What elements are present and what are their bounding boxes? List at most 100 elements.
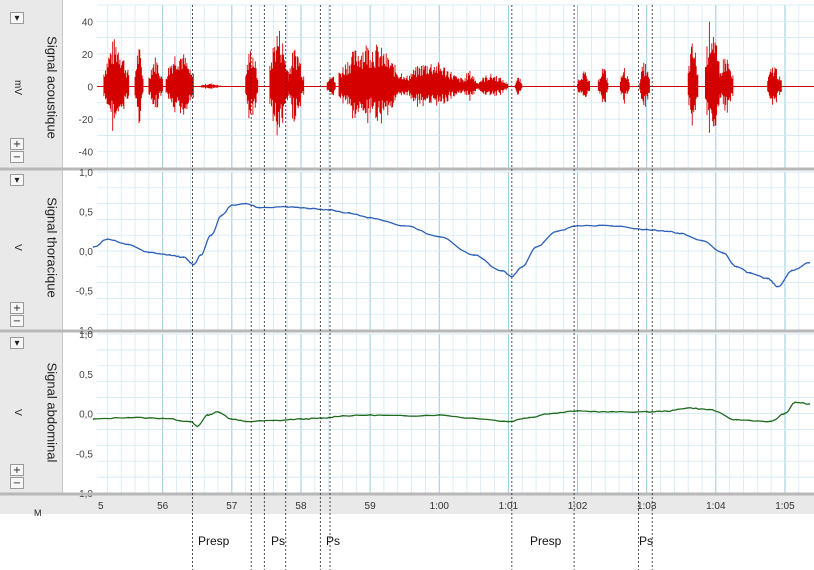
x-tick-label: 59: [365, 501, 377, 512]
acoustic-burst: [200, 83, 222, 89]
abdominal-point: [687, 407, 689, 409]
x-tick-label: 1:00: [430, 501, 450, 512]
abdominal-point: [320, 417, 323, 420]
thoracic-point: [182, 256, 185, 259]
zoom-in-button-acoustic[interactable]: +: [10, 138, 24, 150]
thoracic-point: [127, 243, 129, 246]
acoustic-burst: [767, 67, 782, 105]
thoracic-point: [777, 285, 779, 288]
abdominal-point: [438, 414, 441, 416]
thoracic-point: [106, 238, 109, 240]
acoustic-burst: [165, 54, 194, 115]
acoustic-burst: [269, 31, 289, 136]
abdominal-point: [528, 416, 530, 419]
thoracic-point: [645, 228, 648, 231]
zoom-in-button-thoracic[interactable]: +: [10, 302, 24, 314]
acoustic-burst: [245, 51, 259, 119]
zoom-out-button-acoustic[interactable]: −: [10, 151, 24, 163]
abdominal-point: [735, 419, 738, 421]
x-tick-label: 5: [98, 501, 104, 512]
thoracic-point: [721, 251, 724, 254]
abdominal-point: [473, 417, 475, 420]
abdominal-point: [549, 412, 551, 415]
y-tick-label: 0,0: [79, 247, 93, 258]
abdominal-point: [196, 425, 199, 428]
thoracic-point: [701, 239, 703, 242]
x-tick-label: 1:04: [706, 501, 726, 512]
abdominal-point: [507, 420, 510, 423]
abdominal-point: [784, 412, 786, 415]
acoustic-burst: [597, 68, 609, 103]
thoracic-point: [576, 224, 579, 227]
thoracic-point: [680, 232, 683, 235]
y-tick-label: -40: [79, 148, 94, 159]
abdominal-point: [666, 410, 669, 412]
acoustic-burst: [619, 68, 630, 104]
acoustic-burst: [514, 77, 523, 95]
x-tick-label: 1:05: [775, 501, 795, 512]
x-tick-label: 1:02: [568, 501, 588, 512]
panel-side-abdominal: [0, 332, 63, 494]
thoracic-point: [220, 214, 223, 217]
x-tick-label: 1:01: [499, 501, 519, 512]
acoustic-burst: [476, 73, 509, 96]
event-label-presp-1: Presp: [198, 534, 230, 548]
thoracic-point: [555, 230, 558, 233]
acoustic-burst: [134, 49, 144, 124]
thoracic-point: [403, 224, 406, 227]
y-tick-label: 0: [87, 83, 93, 94]
thoracic-point: [473, 254, 475, 256]
zoom-out-button-abdominal[interactable]: −: [10, 477, 24, 489]
acoustic-burst: [103, 39, 130, 131]
x-tick-label: 57: [226, 501, 238, 512]
thoracic-point: [749, 272, 752, 274]
thoracic-point: [210, 234, 212, 236]
y-tick-label: 20: [82, 50, 94, 61]
thoracic-point: [611, 224, 613, 227]
abdominal-point: [272, 419, 275, 422]
acoustic-burst: [718, 58, 734, 113]
thoracic-point: [327, 209, 330, 211]
thoracic-point: [438, 235, 441, 238]
acoustic-burst: [577, 71, 590, 97]
thoracic-point: [92, 246, 95, 248]
thoracic-point: [148, 251, 150, 254]
x-tick-label: 58: [295, 501, 307, 512]
y-tick-label: 40: [82, 17, 94, 28]
thoracic-point: [666, 230, 669, 233]
abdominal-point: [92, 418, 95, 420]
thoracic-point: [192, 263, 195, 266]
zoom-out-button-thoracic[interactable]: −: [10, 315, 24, 327]
thoracic-point: [199, 254, 202, 256]
thoracic-point: [244, 202, 247, 205]
abdominal-point: [808, 403, 810, 405]
collapse-button-thoracic[interactable]: ▾: [10, 174, 24, 186]
acoustic-burst: [687, 43, 699, 126]
thoracic-point: [791, 269, 793, 272]
acoustic-burst: [639, 62, 650, 107]
abdominal-point: [300, 418, 302, 420]
time-axis-strip: [0, 494, 814, 514]
abdominal-point: [369, 414, 371, 416]
abdominal-point: [206, 414, 209, 416]
event-label-presp-2: Presp: [530, 534, 562, 548]
zoom-in-button-abdominal[interactable]: +: [10, 464, 24, 476]
event-label-ps-1: Ps: [271, 534, 286, 548]
abdominal-point: [403, 415, 406, 417]
acoustic-burst: [704, 21, 720, 133]
thoracic-point: [808, 262, 810, 264]
abdominal-point: [244, 420, 247, 423]
acoustic-burst: [148, 57, 163, 108]
thoracic-point: [369, 217, 371, 219]
collapse-button-abdominal[interactable]: ▾: [10, 337, 24, 349]
collapse-button-acoustic[interactable]: ▾: [10, 12, 24, 24]
thoracic-point: [168, 254, 171, 256]
abdominal-point: [576, 410, 579, 412]
abdominal-point: [217, 411, 219, 413]
abdominal-point: [341, 415, 344, 417]
acoustic-burst: [338, 44, 406, 124]
y-tick-label: -20: [79, 115, 94, 126]
thoracic-point: [307, 207, 309, 210]
thoracic-point: [735, 266, 738, 268]
